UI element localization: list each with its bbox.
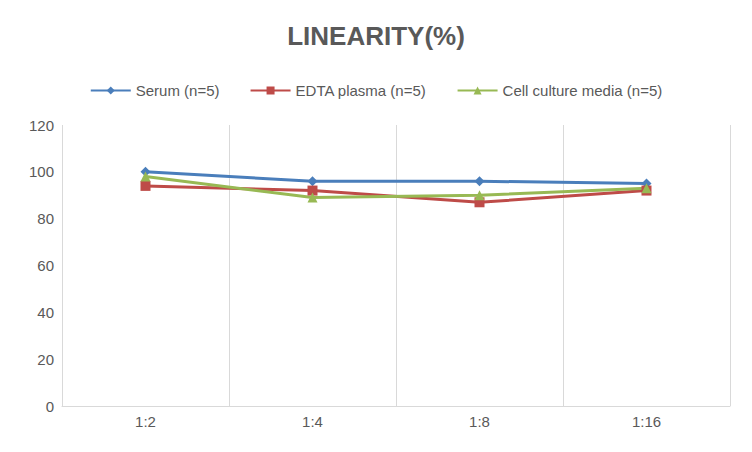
svg-text:Serum (n=5): Serum (n=5): [136, 82, 220, 99]
svg-text:40: 40: [37, 304, 54, 321]
svg-text:60: 60: [37, 257, 54, 274]
svg-text:100: 100: [29, 163, 54, 180]
svg-text:20: 20: [37, 351, 54, 368]
svg-text:1:2: 1:2: [135, 413, 156, 430]
svg-text:1:4: 1:4: [302, 413, 323, 430]
svg-text:EDTA plasma (n=5): EDTA plasma (n=5): [296, 82, 426, 99]
svg-text:0: 0: [46, 398, 54, 415]
svg-text:1:8: 1:8: [469, 413, 490, 430]
svg-text:Cell culture media (n=5): Cell culture media (n=5): [503, 82, 663, 99]
svg-text:1:16: 1:16: [632, 413, 661, 430]
svg-text:LINEARITY(%): LINEARITY(%): [287, 21, 465, 51]
svg-text:120: 120: [29, 117, 54, 134]
svg-text:80: 80: [37, 210, 54, 227]
